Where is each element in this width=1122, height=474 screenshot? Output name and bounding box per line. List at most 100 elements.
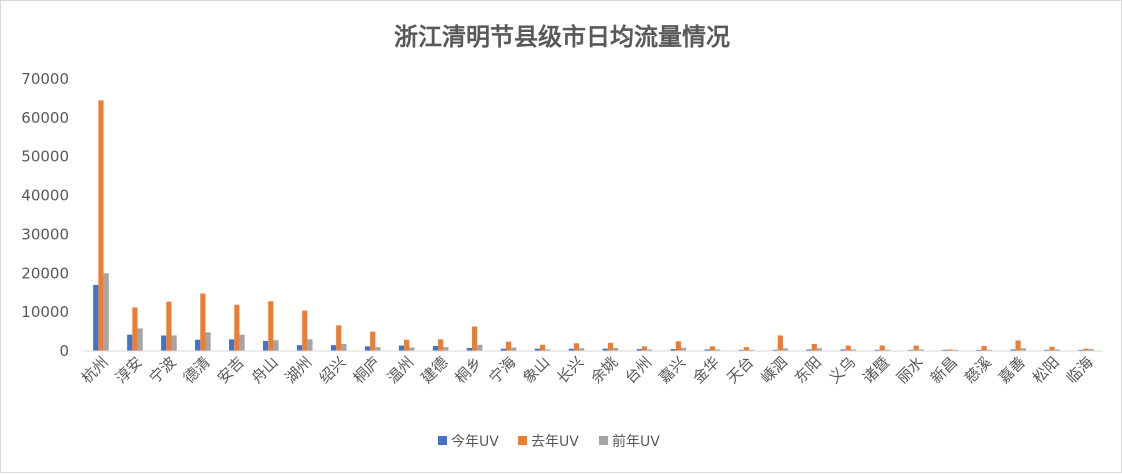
x-tick-label: 宁波 [146, 353, 180, 387]
legend-item: 去年UV [518, 434, 579, 450]
x-tick-label: 建德 [418, 353, 452, 387]
bar [986, 349, 992, 351]
bar [976, 349, 982, 351]
y-tick-label: 10000 [21, 303, 69, 321]
bar-group [93, 100, 1094, 352]
bar [850, 349, 857, 351]
bar [545, 349, 551, 351]
bar [811, 344, 817, 351]
bar [273, 340, 279, 351]
bar [296, 345, 303, 351]
bar [772, 349, 778, 351]
bar [714, 349, 721, 351]
x-tick-label: 丽水 [893, 353, 927, 387]
x-tick-label: 嘉兴 [655, 353, 689, 387]
bar [137, 328, 143, 351]
bar [884, 349, 891, 351]
x-tick-label: 象山 [519, 353, 553, 387]
bar [404, 339, 410, 351]
bar [879, 345, 885, 351]
bar [782, 348, 789, 351]
bar [1020, 348, 1026, 351]
bar [816, 348, 823, 351]
x-tick-label: 天台 [723, 353, 757, 387]
bar [472, 326, 478, 351]
x-tick-label: 绍兴 [316, 353, 350, 387]
bar [268, 301, 274, 351]
bar [432, 345, 439, 351]
x-tick-label: 台州 [621, 353, 655, 387]
bar [704, 349, 710, 351]
bar [1044, 349, 1050, 351]
bar [93, 284, 99, 351]
legend-swatch [518, 436, 527, 445]
y-tick-label: 50000 [21, 148, 69, 166]
bar [534, 348, 540, 351]
x-tick-label: 诸暨 [859, 353, 893, 387]
x-tick-label: 慈溪 [961, 353, 995, 387]
bar [375, 347, 381, 351]
bar [942, 349, 948, 351]
bar [263, 340, 269, 351]
bar [681, 347, 687, 351]
bar [234, 304, 240, 351]
legend: 今年UV 去年UV 前年UV [438, 433, 660, 450]
y-tick-label: 0 [59, 342, 69, 360]
bar [330, 345, 337, 351]
bar [845, 345, 851, 351]
legend-label: 今年UV [451, 434, 499, 450]
legend-item: 今年UV [438, 434, 499, 450]
bar [511, 347, 517, 351]
bar [161, 335, 167, 351]
bar [539, 344, 546, 351]
bar [239, 334, 245, 351]
y-tick-label: 20000 [21, 264, 69, 282]
bar [336, 325, 342, 351]
bar [195, 339, 201, 351]
bar [127, 334, 133, 351]
x-tick-label: 金华 [689, 353, 723, 387]
bar [636, 349, 642, 351]
bar [777, 335, 783, 351]
x-tick-label: 宁海 [485, 353, 519, 387]
bar [505, 341, 512, 351]
bar [1083, 348, 1089, 351]
bar [743, 347, 749, 351]
bar [466, 347, 473, 351]
bar [874, 349, 880, 351]
bar [738, 349, 744, 351]
bar [98, 100, 104, 352]
bar [981, 345, 987, 351]
bar [568, 348, 574, 351]
bar [302, 310, 308, 351]
x-tick-label: 德清 [180, 353, 214, 387]
y-tick-label: 40000 [21, 187, 69, 205]
bar [579, 348, 585, 351]
bar [641, 346, 648, 351]
bar [200, 293, 206, 351]
x-tick-label: 杭州 [78, 353, 112, 387]
bar [1010, 349, 1016, 351]
bar [602, 348, 608, 351]
x-tick-label: 安吉 [214, 353, 248, 387]
bar [675, 341, 682, 351]
bar [918, 349, 924, 351]
bar [573, 343, 580, 351]
x-tick-label: 嘉善 [995, 353, 1029, 387]
chart-title: 浙江清明节县级市日均流量情况 [394, 23, 730, 51]
y-tick-label: 60000 [21, 109, 69, 127]
x-tick-label: 桐乡 [451, 353, 485, 387]
x-tick-label: 义乌 [825, 353, 859, 387]
bar [477, 344, 483, 351]
y-axis: 0 10000 20000 30000 40000 50000 60000 70000 [21, 70, 69, 360]
legend-label: 去年UV [531, 434, 579, 450]
bar [913, 345, 919, 351]
bar [1088, 349, 1094, 351]
bar [438, 339, 444, 351]
bar [205, 332, 211, 351]
legend-swatch [438, 436, 447, 445]
x-tick-label: 松阳 [1029, 353, 1063, 387]
x-tick-label: 温州 [384, 353, 418, 387]
x-tick-label: 湖州 [282, 353, 316, 387]
bar [370, 331, 376, 351]
